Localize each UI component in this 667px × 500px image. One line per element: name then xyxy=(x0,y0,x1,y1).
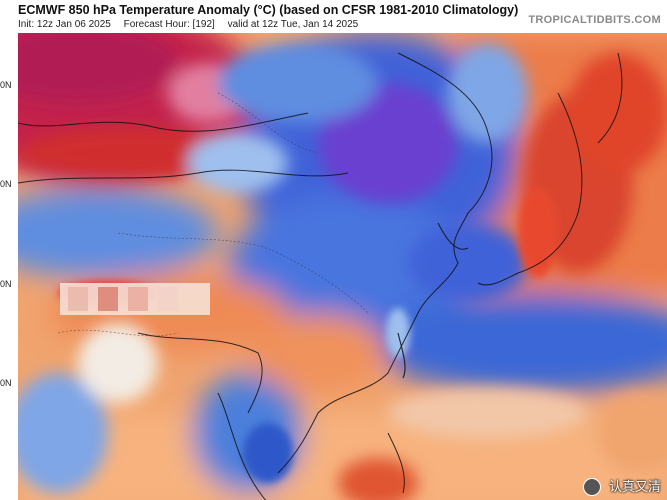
init-time: Init: 12z Jan 06 2025 xyxy=(18,19,111,30)
lat-label: 0N xyxy=(0,80,12,90)
latitude-axis: 0N 0N 0N 0N xyxy=(0,33,18,500)
watermark-text: 认真又清 xyxy=(608,479,661,495)
coastlines xyxy=(18,52,623,500)
anomaly-field xyxy=(18,33,667,500)
lat-label: 0N xyxy=(0,279,12,289)
borders xyxy=(57,92,369,337)
watermark: 认真又清 xyxy=(582,476,661,496)
map-title: ECMWF 850 hPa Temperature Anomaly (°C) (… xyxy=(18,3,519,17)
blurred-region xyxy=(60,283,210,315)
brand-label: TROPICALTIDBITS.COM xyxy=(528,14,661,26)
anomaly-layer-detail xyxy=(18,33,667,500)
valid-time: valid at 12z Tue, Jan 14 2025 xyxy=(227,19,359,30)
map-subtitle: Init: 12z Jan 06 2025 Forecast Hour: [19… xyxy=(18,19,368,30)
lat-label: 0N xyxy=(0,179,12,189)
forecast-hour: Forecast Hour: [192] xyxy=(123,19,215,30)
lat-label: 0N xyxy=(0,378,12,388)
author-avatar-icon xyxy=(582,478,601,496)
header: ECMWF 850 hPa Temperature Anomaly (°C) (… xyxy=(0,0,667,33)
anomaly-map[interactable] xyxy=(18,33,667,500)
